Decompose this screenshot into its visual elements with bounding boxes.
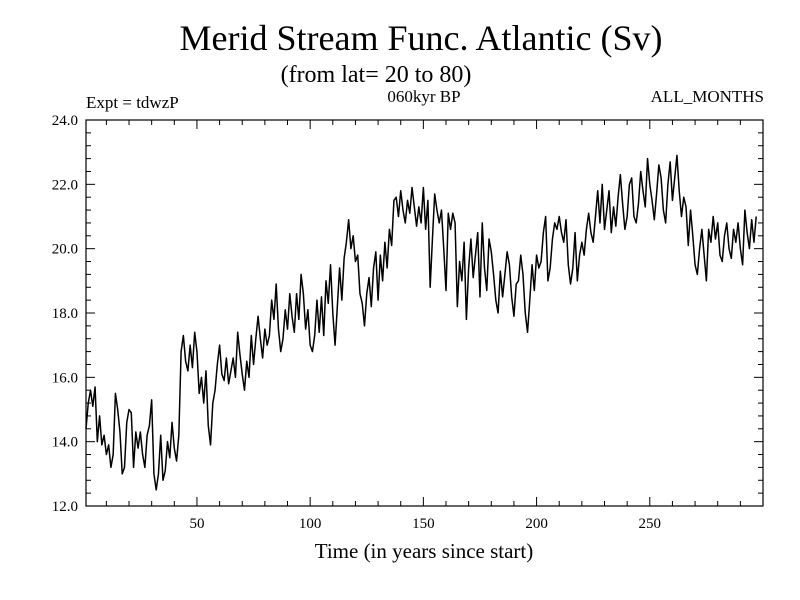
- y-tick-label: 12.0: [52, 499, 78, 515]
- x-tick-label: 200: [525, 516, 548, 532]
- y-tick-label: 22.0: [52, 177, 78, 193]
- y-axis: 12.0 14.0 16.0 18.0 20.0 22.0 24.0: [52, 113, 763, 515]
- x-tick-label: 50: [189, 516, 204, 532]
- experiment-label: Expt = tdwzP: [86, 93, 179, 112]
- x-axis-label: Time (in years since start): [315, 539, 534, 563]
- x-tick-label: 250: [639, 516, 662, 532]
- x-axis: 50 100 150 200 250: [105, 120, 741, 532]
- series-line: [85, 154, 757, 491]
- chart-subtitle: (from lat= 20 to 80): [281, 62, 472, 88]
- y-tick-label: 18.0: [52, 306, 78, 322]
- y-tick-label: 14.0: [52, 435, 78, 451]
- y-tick-label: 16.0: [52, 370, 78, 386]
- chart-title: Merid Stream Func. Atlantic (Sv): [180, 18, 663, 58]
- period-label: 060kyr BP: [387, 87, 460, 106]
- months-label: ALL_MONTHS: [651, 87, 764, 106]
- series-layer: [85, 154, 757, 491]
- y-tick-label: 20.0: [52, 242, 78, 258]
- x-tick-label: 150: [412, 516, 435, 532]
- y-tick-label: 24.0: [52, 113, 78, 129]
- x-tick-label: 100: [299, 516, 322, 532]
